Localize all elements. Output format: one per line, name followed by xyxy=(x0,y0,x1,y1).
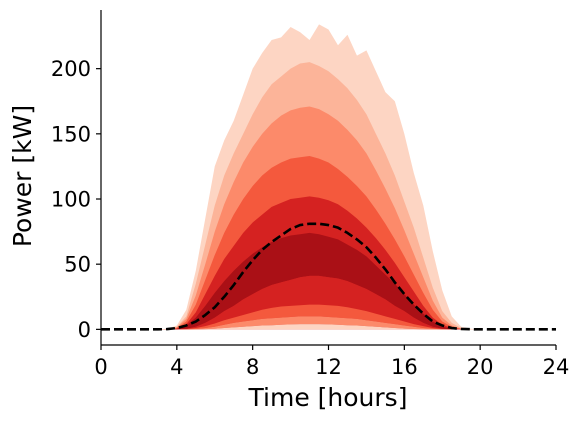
band-7 xyxy=(101,304,556,330)
x-tick-label-20: 20 xyxy=(467,355,494,379)
y-tick-label-50: 50 xyxy=(64,253,91,277)
band-6 xyxy=(101,275,556,330)
band-9 xyxy=(101,324,556,330)
x-tick-label-8: 8 xyxy=(246,355,259,379)
y-tick-label-100: 100 xyxy=(51,188,91,212)
x-tick-label-24: 24 xyxy=(543,355,570,379)
series-line-0 xyxy=(101,222,556,331)
band-8 xyxy=(101,316,556,330)
axes-layer: 0 4 8 12 16 20 24 0 50 100 150 200 xyxy=(51,10,569,379)
series-layer xyxy=(101,222,556,331)
band-5 xyxy=(101,232,556,330)
x-tick-label-0: 0 xyxy=(94,355,107,379)
x-tick-label-16: 16 xyxy=(391,355,418,379)
y-tick-label-0: 0 xyxy=(78,318,91,342)
bands-layer xyxy=(101,24,556,330)
y-tick-label-150: 150 xyxy=(51,122,91,146)
x-tick-label-12: 12 xyxy=(315,355,342,379)
x-axis-label: Time [hours] xyxy=(248,383,408,412)
y-tick-label-200: 200 xyxy=(51,57,91,81)
x-tick-label-4: 4 xyxy=(170,355,183,379)
y-axis-label: Power [kW] xyxy=(8,105,37,247)
